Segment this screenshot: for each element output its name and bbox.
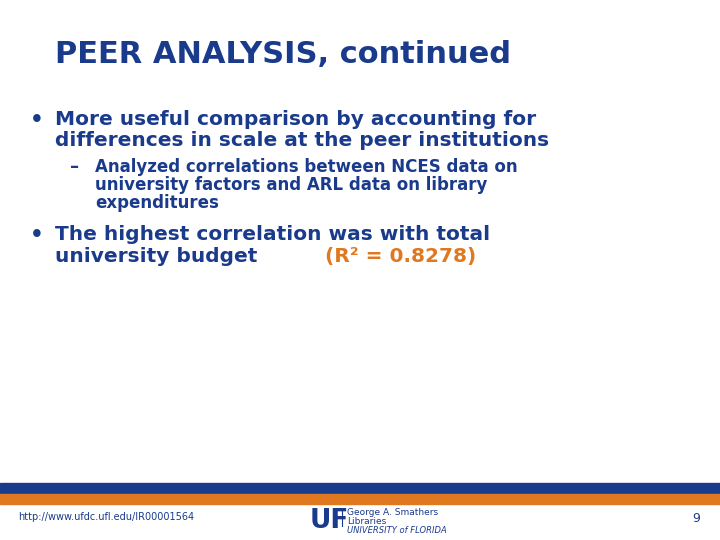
Text: (R² = 0.8278): (R² = 0.8278) <box>325 247 477 266</box>
Text: university budget: university budget <box>55 247 264 266</box>
Text: George A. Smathers: George A. Smathers <box>347 508 438 517</box>
Text: 9: 9 <box>692 512 700 525</box>
Text: http://www.ufdc.ufl.edu/IR00001564: http://www.ufdc.ufl.edu/IR00001564 <box>18 512 194 522</box>
Text: UF: UF <box>310 508 349 534</box>
Text: The highest correlation was with total: The highest correlation was with total <box>55 225 490 244</box>
Text: –: – <box>70 158 79 176</box>
Text: Analyzed correlations between NCES data on: Analyzed correlations between NCES data … <box>95 158 518 176</box>
Text: UNIVERSITY of FLORIDA: UNIVERSITY of FLORIDA <box>347 526 446 535</box>
Bar <box>0 483 720 494</box>
Text: More useful comparison by accounting for: More useful comparison by accounting for <box>55 110 536 129</box>
Text: Libraries: Libraries <box>347 517 386 526</box>
Bar <box>0 494 720 504</box>
Text: PEER ANALYSIS, continued: PEER ANALYSIS, continued <box>55 40 511 69</box>
Text: •: • <box>30 225 44 245</box>
Text: university factors and ARL data on library: university factors and ARL data on libra… <box>95 176 487 194</box>
Text: differences in scale at the peer institutions: differences in scale at the peer institu… <box>55 131 549 150</box>
Text: •: • <box>30 110 44 130</box>
Text: expenditures: expenditures <box>95 194 219 212</box>
